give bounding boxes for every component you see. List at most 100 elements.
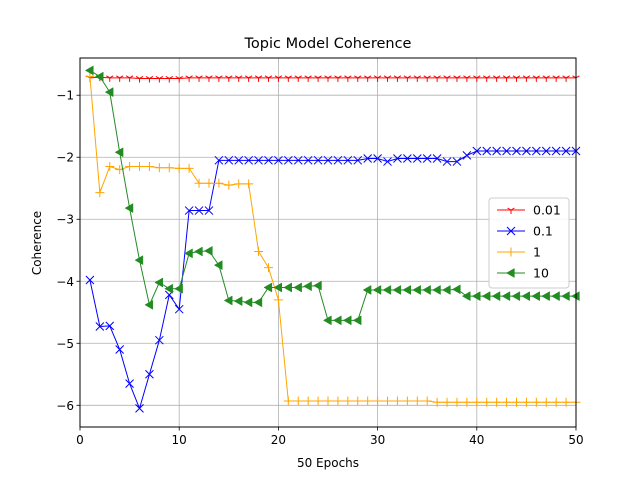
- data-point: [263, 282, 273, 293]
- data-point: [124, 203, 134, 214]
- data-point: [313, 280, 322, 291]
- data-point: [442, 397, 452, 407]
- data-point: [561, 146, 571, 156]
- data-point: [84, 65, 94, 76]
- data-point: [352, 315, 362, 326]
- data-point: [363, 154, 373, 163]
- data-point: [502, 397, 512, 407]
- data-point: [343, 155, 353, 165]
- x-tick-label: 10: [172, 433, 187, 447]
- data-point: [85, 72, 95, 82]
- data-point: [144, 162, 154, 172]
- data-point: [283, 396, 293, 406]
- data-point: [95, 322, 105, 331]
- legend-label: 1: [533, 245, 541, 260]
- data-point: [492, 146, 501, 156]
- data-point: [482, 146, 492, 156]
- data-point: [223, 295, 233, 306]
- data-point: [105, 321, 115, 331]
- data-point: [195, 75, 203, 82]
- data-point: [115, 75, 124, 82]
- data-point: [492, 397, 502, 407]
- legend-entry: 0.01: [497, 203, 561, 218]
- data-point: [185, 75, 193, 82]
- data-point: [383, 75, 392, 82]
- data-point: [402, 396, 412, 406]
- series-10: [84, 65, 580, 326]
- chart-title: Topic Model Coherence: [244, 36, 412, 52]
- x-axis-label: 50 Epochs: [297, 456, 359, 470]
- data-point: [264, 155, 273, 165]
- data-point: [225, 75, 233, 82]
- data-point: [314, 75, 322, 82]
- y-tick-label: −1: [56, 89, 74, 103]
- data-point: [213, 260, 223, 271]
- data-point: [283, 155, 293, 165]
- data-point: [194, 246, 203, 257]
- data-point: [283, 282, 292, 293]
- data-point: [531, 146, 541, 156]
- x-tick-label: 50: [568, 433, 583, 447]
- data-point: [334, 75, 342, 82]
- data-point: [561, 397, 571, 407]
- data-point: [234, 75, 243, 82]
- data-point: [253, 297, 263, 308]
- data-point: [254, 246, 264, 256]
- data-point: [551, 291, 560, 302]
- data-point: [362, 285, 372, 295]
- data-point: [254, 75, 263, 82]
- data-point: [353, 396, 363, 406]
- y-tick-label: −6: [56, 399, 74, 413]
- data-point: [94, 71, 104, 82]
- data-point: [551, 397, 561, 407]
- data-point: [462, 151, 472, 160]
- series-0.1: [85, 146, 581, 413]
- data-point: [215, 75, 223, 82]
- data-point: [135, 404, 144, 413]
- data-point: [373, 75, 382, 82]
- data-point: [224, 180, 234, 190]
- data-point: [541, 397, 551, 407]
- data-point: [244, 75, 253, 82]
- data-point: [491, 291, 501, 302]
- data-point: [403, 75, 412, 82]
- data-point: [85, 275, 95, 285]
- legend-entry: 1: [497, 245, 541, 260]
- data-point: [551, 146, 561, 156]
- data-point: [106, 75, 114, 82]
- data-point: [313, 396, 323, 406]
- data-point: [472, 397, 482, 407]
- data-point: [422, 154, 432, 163]
- data-point: [412, 154, 422, 163]
- data-point: [333, 396, 343, 406]
- data-point: [342, 315, 352, 326]
- data-point: [552, 75, 560, 82]
- data-point: [323, 396, 333, 406]
- data-point: [134, 255, 144, 266]
- data-point: [531, 397, 541, 407]
- data-point: [363, 75, 372, 82]
- data-point: [343, 396, 353, 406]
- data-point: [303, 155, 313, 165]
- data-point: [542, 75, 550, 82]
- y-tick-label: −5: [56, 337, 74, 351]
- y-tick-label: −3: [56, 213, 74, 227]
- data-point: [512, 146, 521, 156]
- data-point: [155, 335, 164, 345]
- data-point: [502, 75, 511, 82]
- data-point: [254, 155, 263, 165]
- data-point: [115, 345, 125, 354]
- data-point: [383, 157, 392, 166]
- data-point: [125, 379, 134, 388]
- data-point: [194, 206, 204, 215]
- data-point: [511, 291, 521, 302]
- data-point: [433, 75, 441, 82]
- data-point: [354, 75, 362, 82]
- data-point: [293, 282, 302, 293]
- data-point: [422, 396, 432, 406]
- data-point: [154, 277, 163, 288]
- data-point: [442, 157, 452, 166]
- y-tick-label: −4: [56, 275, 74, 289]
- data-point: [175, 76, 183, 83]
- data-point: [214, 155, 224, 165]
